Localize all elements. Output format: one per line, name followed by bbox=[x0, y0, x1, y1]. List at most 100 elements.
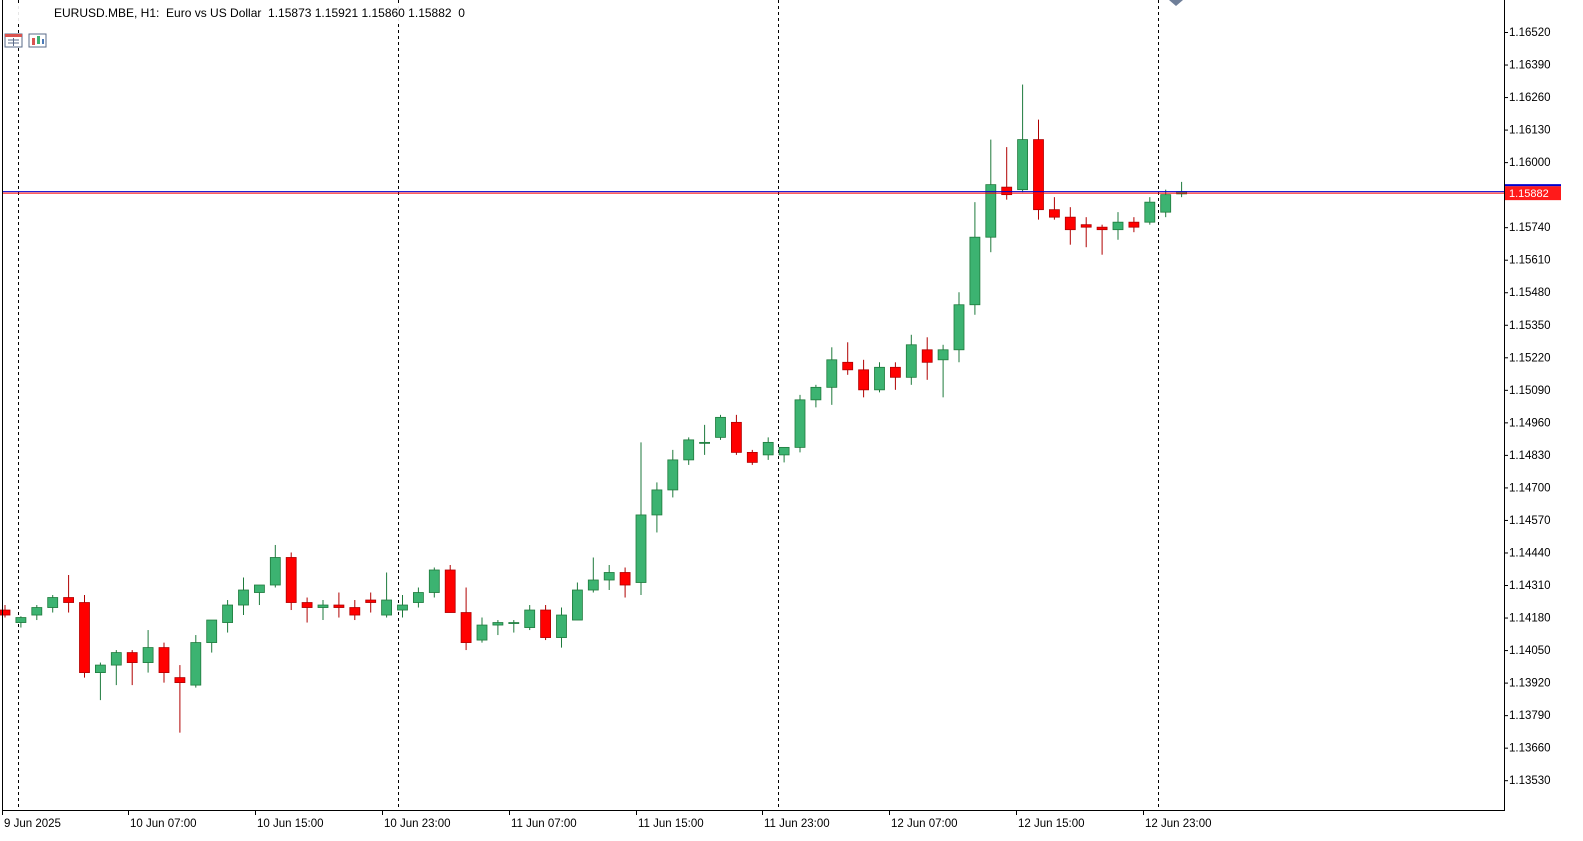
price-tick-label: 1.15220 bbox=[1509, 352, 1551, 364]
bear-candle-body bbox=[731, 421, 742, 453]
candle bbox=[158, 642, 170, 683]
price-tick-label: 1.14440 bbox=[1509, 547, 1551, 559]
time-tick-label: 12 Jun 23:00 bbox=[1145, 818, 1212, 830]
bull-candle-body bbox=[587, 579, 599, 591]
candle bbox=[349, 600, 361, 621]
candle bbox=[778, 446, 790, 463]
price-tick-label: 1.14700 bbox=[1509, 482, 1551, 494]
candle bbox=[540, 605, 551, 641]
bull-candle-body bbox=[826, 359, 838, 388]
bull-candle-body bbox=[667, 459, 679, 491]
candle bbox=[969, 202, 981, 315]
bear-candle-body bbox=[1080, 224, 1092, 228]
candle bbox=[126, 650, 138, 686]
bull-candle-body bbox=[397, 604, 408, 611]
candle bbox=[1112, 212, 1124, 240]
bull-candle-body bbox=[253, 584, 265, 593]
candle bbox=[206, 619, 218, 653]
price-tick-label: 1.15740 bbox=[1509, 222, 1551, 234]
candle bbox=[365, 592, 377, 613]
depth-of-market-icon[interactable] bbox=[4, 5, 24, 48]
candle bbox=[1144, 197, 1156, 225]
candle bbox=[15, 616, 27, 628]
bear-candle-body bbox=[174, 677, 186, 684]
bear-candle-body bbox=[365, 599, 377, 603]
bear-candle-body bbox=[0, 609, 11, 616]
time-tick-label: 10 Jun 07:00 bbox=[130, 818, 197, 830]
bear-candle-body bbox=[1033, 139, 1044, 211]
candle bbox=[842, 342, 854, 375]
time-tick-label: 12 Jun 07:00 bbox=[891, 818, 958, 830]
price-tick-label: 1.16000 bbox=[1509, 157, 1551, 169]
time-tick-label: 10 Jun 15:00 bbox=[257, 818, 324, 830]
candle bbox=[381, 572, 393, 618]
candle bbox=[428, 567, 440, 598]
bull-candle-body bbox=[635, 514, 647, 583]
bull-candle-body bbox=[428, 569, 440, 593]
bear-candle-body bbox=[1064, 216, 1076, 231]
candle bbox=[603, 564, 615, 591]
bear-candle-body bbox=[333, 604, 345, 608]
bull-candle-body bbox=[508, 622, 520, 624]
time-tick-label: 10 Jun 23:00 bbox=[384, 818, 451, 830]
candle bbox=[524, 605, 536, 631]
price-tick-label: 1.14310 bbox=[1509, 580, 1551, 592]
bull-candle-body bbox=[651, 489, 663, 516]
candle bbox=[1096, 224, 1108, 255]
candle bbox=[174, 665, 186, 733]
bull-candle-body bbox=[222, 604, 234, 623]
candle bbox=[508, 620, 520, 633]
time-axis[interactable]: 9 Jun 2025 10 Jun 07:00 10 Jun 15:00 10 Jun… bbox=[2, 810, 1212, 830]
bull-candle-body bbox=[874, 366, 885, 391]
bull-candle-body bbox=[524, 609, 536, 628]
bull-candle-body bbox=[317, 604, 329, 608]
candle bbox=[1128, 217, 1140, 233]
bear-candle-body bbox=[842, 361, 854, 371]
chart-type-icon[interactable] bbox=[28, 5, 48, 48]
price-axis[interactable]: 1.16520 1.16390 1.16260 1.16130 1.16000 1.158… bbox=[1504, 27, 1551, 787]
bull-candle-body bbox=[412, 592, 424, 603]
price-tick-label: 1.14830 bbox=[1509, 450, 1551, 462]
candle bbox=[937, 344, 949, 398]
bull-candle-body bbox=[572, 589, 583, 621]
bull-candle-body bbox=[15, 617, 27, 623]
candle bbox=[110, 650, 122, 686]
price-tick-label: 1.15090 bbox=[1509, 385, 1551, 397]
bear-candle-body bbox=[540, 609, 551, 638]
bull-candle-body bbox=[969, 236, 981, 306]
price-tick-label: 1.15480 bbox=[1509, 287, 1551, 299]
candle bbox=[1017, 84, 1028, 193]
scroll-marker-icon[interactable] bbox=[1169, 0, 1183, 6]
bull-candle-body bbox=[110, 652, 122, 666]
candle bbox=[572, 582, 583, 621]
bull-candle-body bbox=[1144, 201, 1156, 223]
bull-candle-body bbox=[937, 349, 949, 361]
bear-candle-body bbox=[63, 597, 74, 603]
candle bbox=[397, 595, 408, 618]
candle bbox=[762, 437, 774, 460]
time-tick-label: 11 Jun 15:00 bbox=[638, 818, 704, 830]
candle bbox=[1049, 197, 1060, 220]
current-price-tag: 1.15882 bbox=[1505, 184, 1561, 201]
time-tick-label: 11 Jun 07:00 bbox=[511, 818, 577, 830]
bull-candle-body bbox=[985, 184, 997, 238]
bear-candle-body bbox=[301, 602, 313, 608]
candle bbox=[63, 575, 74, 613]
candle bbox=[651, 482, 663, 533]
candle bbox=[1160, 189, 1172, 218]
price-tick-label: 1.13790 bbox=[1509, 710, 1551, 722]
candle bbox=[269, 544, 281, 588]
bear-candle-body bbox=[619, 572, 631, 586]
price-tick-label: 1.16520 bbox=[1509, 27, 1551, 39]
price-tick-label: 1.13530 bbox=[1509, 775, 1551, 787]
bull-candle-body bbox=[476, 624, 488, 641]
current-price-tag-bg bbox=[1505, 186, 1561, 201]
candle bbox=[905, 334, 917, 385]
candle bbox=[47, 595, 59, 613]
candle bbox=[746, 449, 758, 465]
bull-candle-body bbox=[206, 619, 218, 643]
candle bbox=[953, 292, 965, 363]
bear-candle-body bbox=[1096, 226, 1108, 231]
candle bbox=[890, 362, 901, 390]
